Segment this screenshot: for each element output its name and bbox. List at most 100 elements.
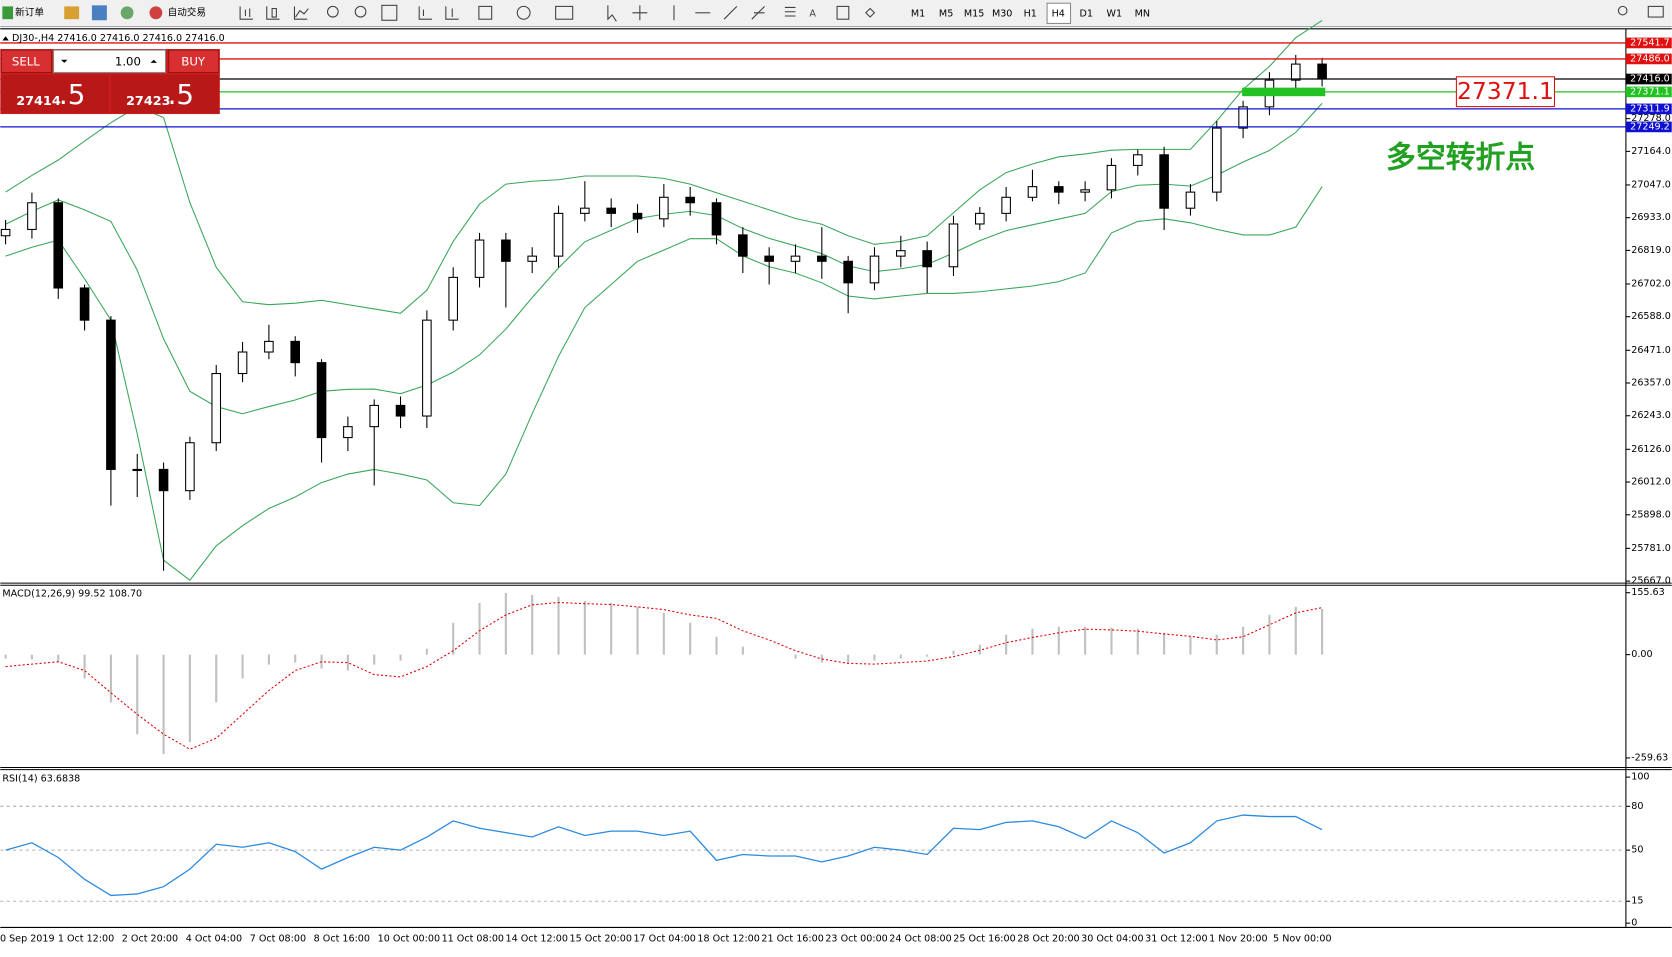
buy-price-box[interactable] [111, 74, 219, 113]
timeframe-button[interactable]: H4 [1052, 8, 1065, 19]
candle-body [580, 207, 590, 214]
chat[interactable] [1647, 5, 1664, 18]
timeframe-button[interactable]: M15 [964, 8, 984, 19]
tool-icon[interactable] [445, 6, 459, 20]
candle-body [132, 468, 143, 472]
tool-icon[interactable] [266, 6, 280, 20]
price-tag-label: 27541.7 [1630, 37, 1670, 48]
timeframe-button[interactable]: M5 [939, 8, 953, 19]
crosshair-tool[interactable] [632, 5, 648, 21]
sell-price-fraction[interactable]: .5 [59, 78, 85, 111]
y-tick-label: 27047.0 [1631, 179, 1671, 190]
candle-body [606, 207, 616, 214]
buy-label[interactable]: BUY [181, 54, 206, 68]
timeframe-button[interactable]: W1 [1107, 8, 1123, 19]
label-tool[interactable] [836, 5, 850, 20]
trendline-tool[interactable] [723, 6, 738, 20]
candle-body [1027, 186, 1038, 198]
new-order-button[interactable]: 新订单 [15, 6, 44, 18]
auto-trading-icon[interactable] [149, 6, 163, 20]
series-line [5, 20, 1323, 314]
timeframe-button[interactable]: M30 [992, 8, 1012, 19]
x-tick-label: 8 Oct 16:00 [314, 934, 370, 945]
lot-down[interactable] [61, 59, 68, 63]
candle-body [1290, 63, 1301, 81]
tool-icon[interactable] [555, 5, 574, 20]
x-tick-label: 1 Nov 20:00 [1209, 934, 1267, 945]
candle-body [264, 340, 274, 353]
sell-label[interactable]: SELL [12, 54, 40, 68]
price-tag [1625, 73, 1672, 85]
tool-icon[interactable] [120, 6, 134, 20]
candle-body [659, 196, 669, 220]
x-tick-label: 10 Oct 00:00 [378, 934, 440, 945]
candle-body [711, 202, 722, 236]
price-tag-label: 27486.0 [1630, 53, 1670, 64]
new-order-icon[interactable] [2, 6, 14, 20]
text-tool[interactable]: A [809, 8, 816, 19]
buy-price-fraction[interactable]: .5 [168, 78, 194, 111]
tool-icon[interactable] [418, 6, 432, 20]
x-tick-label: 30 Oct 04:00 [1081, 934, 1143, 945]
candle-body [975, 212, 985, 225]
y-tick-label: 25781.0 [1631, 543, 1671, 554]
arrow-tool[interactable] [865, 7, 876, 18]
tool-icon[interactable] [326, 5, 339, 18]
sell-button[interactable] [0, 49, 52, 74]
candle-body [922, 250, 932, 268]
x-tick-label: 15 Oct 20:00 [570, 934, 632, 945]
fibo-tool[interactable] [784, 6, 796, 17]
candle-body [948, 223, 959, 268]
channel-tool[interactable] [751, 6, 765, 20]
candle-body [738, 234, 748, 257]
candle-body [685, 196, 695, 204]
candle-body [290, 340, 301, 364]
candle-body [237, 351, 248, 375]
auto-trading-button[interactable]: 自动交易 [168, 6, 206, 18]
x-tick-label: 2 Oct 20:00 [122, 934, 178, 945]
tool-icon[interactable] [239, 6, 253, 20]
y-tick-label: 26471.0 [1631, 345, 1671, 356]
timeframe-button[interactable]: M1 [911, 8, 925, 19]
price-tag [1625, 37, 1672, 49]
series-line [5, 601, 1323, 750]
sell-price-box[interactable] [1, 74, 109, 113]
macd-title: MACD(12,26,9) 99.52 108.70 [2, 588, 142, 599]
candle-body [1106, 164, 1117, 191]
lot-field[interactable] [53, 49, 167, 74]
candle-body [395, 404, 406, 417]
timeframe-button[interactable]: H1 [1024, 8, 1037, 19]
sell-price[interactable]: 27414 [16, 94, 61, 109]
search[interactable] [1617, 5, 1628, 16]
tool-icon[interactable] [91, 5, 107, 21]
candle-body [817, 255, 827, 262]
x-tick-label: 25 Oct 16:00 [953, 934, 1015, 945]
buy-price[interactable]: 27423 [126, 94, 170, 109]
y-tick-label: 0 [1631, 918, 1637, 929]
timeframe-button[interactable]: MN [1135, 8, 1150, 19]
x-tick-label: 31 Oct 12:00 [1145, 934, 1207, 945]
chart-title: DJ30-,H4 27416.0 27416.0 27416.0 27416.0 [12, 33, 225, 44]
tool-icon[interactable] [354, 5, 367, 18]
series-line [5, 186, 1323, 581]
y-tick-label: 25667.0 [1631, 576, 1671, 587]
lot-up[interactable] [150, 59, 157, 63]
x-tick-label: 4 Oct 04:00 [186, 934, 242, 945]
tool-icon[interactable] [293, 6, 309, 20]
candle-body [27, 202, 37, 230]
y-tick-label: 26819.0 [1631, 245, 1671, 256]
lot-value[interactable]: 1.00 [115, 54, 141, 68]
y-tick-label: -259.63 [1631, 752, 1668, 763]
tool-icon[interactable] [516, 5, 531, 20]
annotation-text: 多空转折点 [1386, 140, 1535, 175]
candle-body [343, 426, 353, 439]
timeframes: M1 M5 M15 M30 H1 H4 D1 W1 MN [911, 8, 1150, 19]
tool-icon[interactable] [64, 6, 80, 20]
tool-icon[interactable] [478, 5, 493, 20]
cursor-tool[interactable] [607, 5, 617, 22]
buy-button[interactable] [168, 49, 220, 74]
timeframe-button[interactable]: D1 [1080, 8, 1093, 19]
x-tick-label: 7 Oct 08:00 [250, 934, 306, 945]
tool-icon[interactable] [381, 4, 398, 21]
